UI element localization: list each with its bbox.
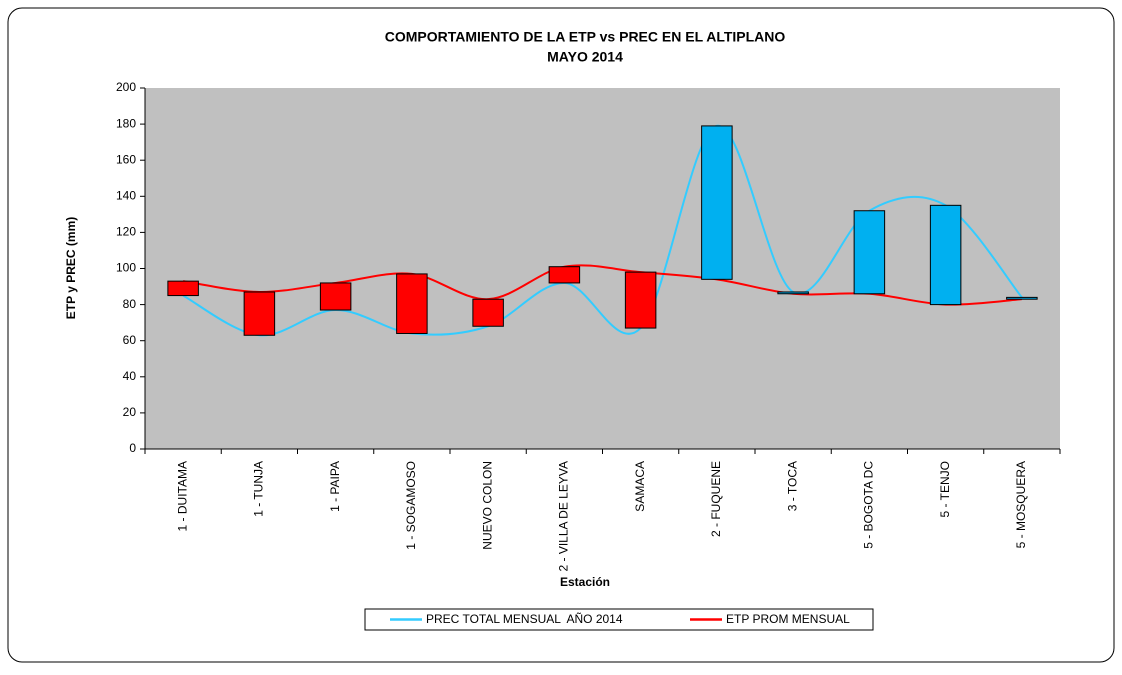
- legend-label: PREC TOTAL MENSUAL AÑO 2014: [426, 612, 623, 626]
- down-bar: [396, 273, 428, 334]
- y-axis-title: ETP y PREC (mm): [64, 217, 78, 319]
- chart-subtitle: MAYO 2014: [547, 49, 623, 65]
- up-bar: [777, 291, 809, 295]
- x-tick-label: 1 - TUNJA: [252, 461, 266, 517]
- x-tick-label: 1 - SOGAMOSO: [404, 461, 418, 550]
- down-bar: [243, 291, 276, 336]
- plot-area: [145, 88, 1060, 449]
- y-tick-label: 100: [116, 261, 136, 275]
- y-tick-label: 200: [116, 80, 136, 94]
- down-bar: [624, 271, 657, 329]
- up-bar: [1006, 296, 1038, 300]
- y-tick-label: 80: [123, 297, 137, 311]
- up-bar: [701, 125, 733, 280]
- x-tick-label: 2 - VILLA DE LEYVA: [557, 461, 571, 572]
- y-tick-label: 160: [116, 152, 136, 166]
- x-tick-label: 1 - DUITAMA: [175, 461, 189, 531]
- x-tick-label: 5 - TENJO: [938, 461, 952, 517]
- x-tick-label: 3 - TOCA: [785, 461, 799, 511]
- y-tick-label: 140: [116, 188, 136, 202]
- down-bar: [472, 298, 504, 327]
- x-tick-label: NUEVO COLON: [480, 461, 494, 550]
- up-bar: [853, 210, 886, 295]
- y-tick-label: 40: [123, 369, 137, 383]
- x-tick-label: 1 - PAIPA: [328, 461, 342, 512]
- y-tick-label: 0: [129, 441, 136, 455]
- y-tick-label: 180: [116, 116, 136, 130]
- chart-title: COMPORTAMIENTO DE LA ETP vs PREC EN EL A…: [385, 29, 786, 45]
- x-tick-label: 5 - MOSQUERA: [1014, 461, 1028, 548]
- y-tick-label: 20: [123, 405, 137, 419]
- down-bar: [319, 282, 352, 311]
- y-tick-label: 120: [116, 225, 136, 239]
- up-bar: [929, 204, 962, 306]
- x-tick-label: 5 - BOGOTA DC: [862, 461, 876, 549]
- down-bar: [167, 280, 199, 297]
- x-tick-label: SAMACA: [633, 461, 647, 512]
- down-bar: [548, 266, 581, 284]
- x-axis-title: Estación: [560, 575, 610, 589]
- legend-box: [364, 608, 874, 631]
- x-tick-label: 2 - FUQUENE: [709, 461, 723, 537]
- y-tick-label: 60: [123, 333, 137, 347]
- legend-label: ETP PROM MENSUAL: [726, 612, 850, 626]
